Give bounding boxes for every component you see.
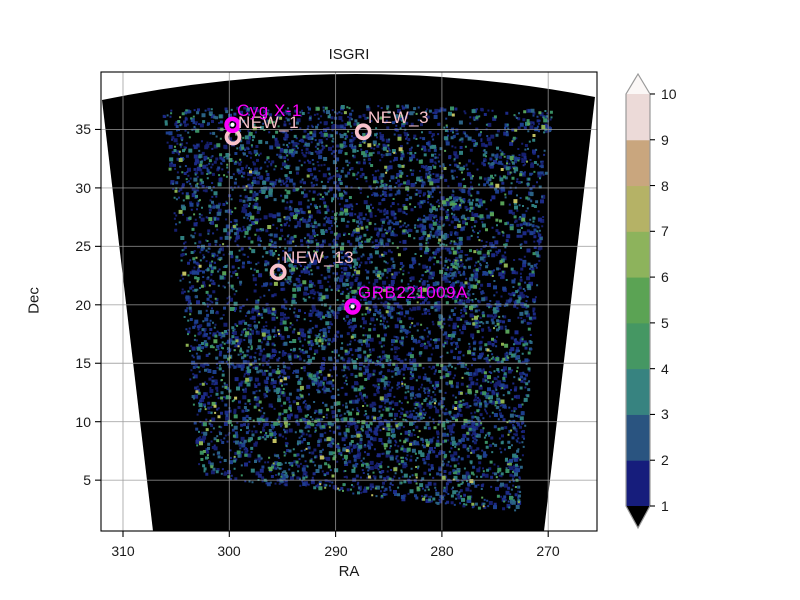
x-axis-label: RA (338, 563, 360, 580)
x-tick-label-300: 300 (217, 543, 241, 559)
y-tick-label-35: 35 (75, 121, 91, 137)
x-tick-label-280: 280 (430, 543, 454, 559)
x-tick-label-270: 270 (536, 543, 560, 559)
y-tick-label-10: 10 (75, 414, 91, 430)
x-tick-label-290: 290 (324, 543, 348, 559)
colorbar-segment (626, 460, 650, 507)
colorbar-tick-label-9: 9 (661, 132, 669, 148)
y-tick-label-20: 20 (75, 297, 91, 313)
y-tick-label-15: 15 (75, 355, 91, 371)
colorbar-tick-label-7: 7 (661, 223, 669, 239)
colorbar-segment (626, 139, 650, 187)
colorbar-tick-label-5: 5 (661, 315, 669, 331)
source-label-NEW-3: NEW_3 (368, 108, 430, 127)
x-tick-label-310: 310 (111, 543, 135, 559)
colorbar-tick-label-1: 1 (661, 498, 669, 514)
source-marker-core (230, 122, 235, 127)
colorbar-under-arrow (626, 506, 650, 528)
plot-title: ISGRI (328, 46, 370, 63)
source-marker-GRB221009A (344, 298, 361, 315)
source-label-NEW-1: NEW_1 (238, 113, 300, 132)
colorbar-tick-label-4: 4 (661, 361, 669, 377)
axes-spines (100, 71, 598, 532)
source-label-NEW-13: NEW_13 (283, 248, 355, 267)
source-marker-NEW-3 (354, 123, 372, 141)
colorbar-tick-label-3: 3 (661, 406, 669, 422)
source-label-Cyg-X-1: Cyg X-1 (237, 101, 302, 120)
colorbar-segment (626, 368, 650, 415)
source-label-GRB221009A: GRB221009A (358, 283, 468, 302)
colorbar-tick-label-6: 6 (661, 269, 669, 285)
y-tick-label-5: 5 (83, 472, 91, 488)
colorbar-segment (626, 185, 650, 232)
colorbar-segment (626, 277, 650, 324)
colorbar-segment (626, 93, 650, 141)
colorbar-tick-label-10: 10 (661, 86, 677, 102)
colorbar-segment (626, 231, 650, 278)
source-marker-NEW-13 (269, 263, 287, 281)
y-tick-label-30: 30 (75, 180, 91, 196)
colorbar-over-arrow (626, 74, 650, 94)
source-marker-core (350, 304, 355, 309)
colorbar-segment (626, 414, 650, 461)
y-tick-label-25: 25 (75, 238, 91, 254)
y-axis-label: Dec (25, 287, 43, 314)
colorbar-tick-label-2: 2 (661, 452, 669, 468)
noise-speckles (165, 106, 552, 510)
source-marker-Cyg-X-1 (224, 116, 241, 133)
colorbar-tick-label-8: 8 (661, 178, 669, 194)
colorbar-segment (626, 322, 650, 370)
